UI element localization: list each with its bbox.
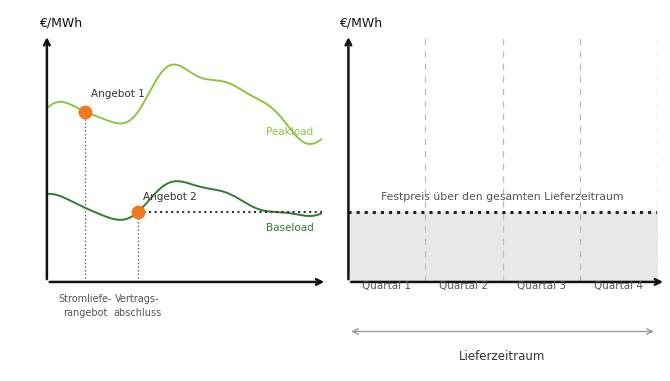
Text: Festpreis über den gesamten Lieferzeitraum: Festpreis über den gesamten Lieferzeitra… (381, 192, 624, 202)
Text: Quartal 2: Quartal 2 (440, 281, 488, 291)
Text: Quartal 3: Quartal 3 (517, 281, 565, 291)
Text: Quartal 1: Quartal 1 (362, 281, 411, 291)
Text: Baseload: Baseload (265, 223, 314, 233)
Text: €/MWh: €/MWh (39, 16, 82, 29)
Text: Lieferzeitraum: Lieferzeitraum (460, 350, 545, 363)
Text: €/MWh: €/MWh (339, 16, 383, 29)
Text: Peakload: Peakload (266, 126, 314, 137)
Text: Angebot 1: Angebot 1 (91, 90, 145, 99)
Text: Quartal 4: Quartal 4 (594, 281, 643, 291)
Text: Angebot 2: Angebot 2 (143, 192, 197, 202)
Text: Stromliefe-
rangebot: Stromliefe- rangebot (58, 294, 112, 317)
Text: Vertrags-
abschluss: Vertrags- abschluss (113, 294, 161, 317)
